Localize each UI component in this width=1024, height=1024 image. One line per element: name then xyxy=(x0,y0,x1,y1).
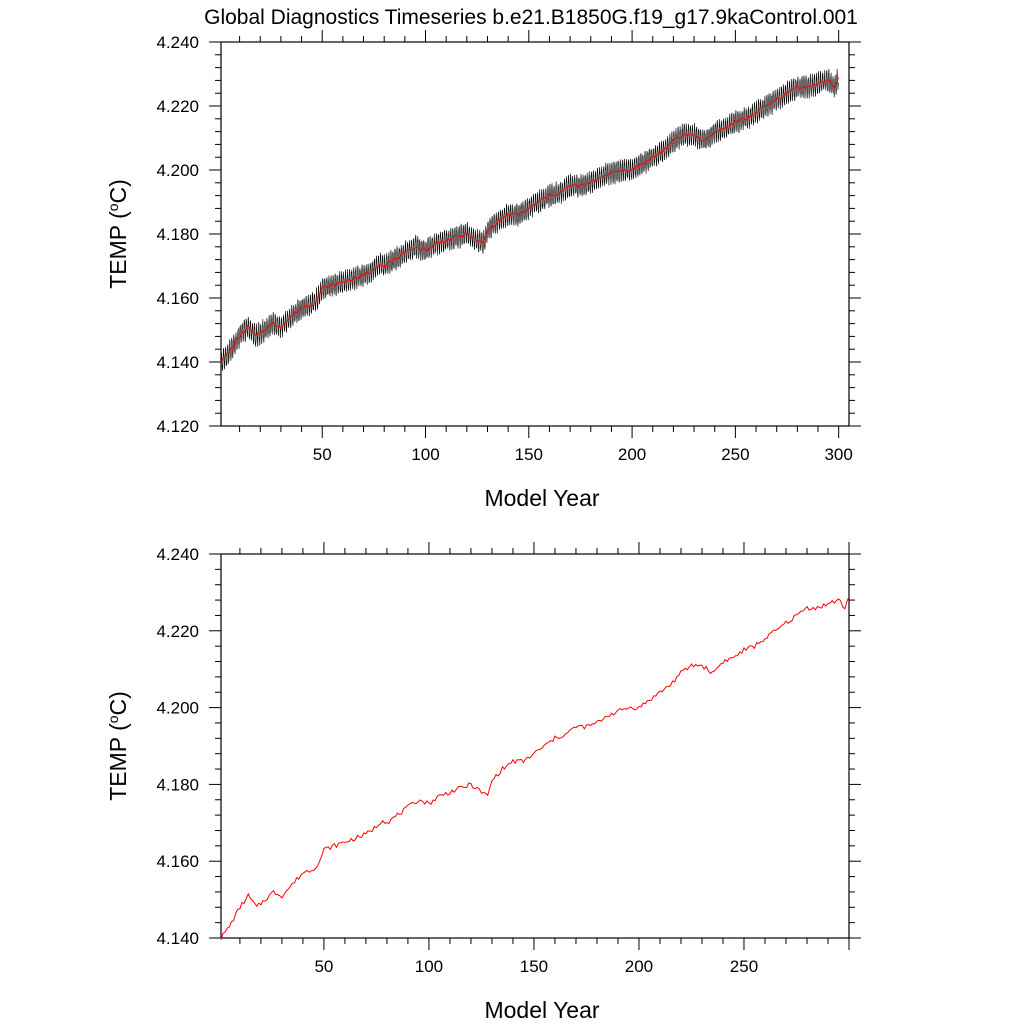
x-tick-label: 250 xyxy=(730,957,758,976)
y-axis-title-base: TEMP ( xyxy=(105,211,131,289)
y-tick-label: 4.140 xyxy=(156,353,199,372)
plot-frame xyxy=(220,553,850,939)
x-tick-label: 200 xyxy=(625,957,653,976)
y-tick-label: 4.200 xyxy=(156,161,199,180)
y-tick-label: 4.180 xyxy=(156,775,199,794)
y-tick-label: 4.240 xyxy=(156,33,199,52)
chart-title: Global Diagnostics Timeseries b.e21.B185… xyxy=(204,6,858,29)
x-tick-label: 200 xyxy=(618,445,646,464)
x-tick-label: 100 xyxy=(411,445,439,464)
x-axis-title: Model Year xyxy=(484,997,599,1023)
y-tick-label: 4.120 xyxy=(156,417,199,436)
x-tick-label: 250 xyxy=(721,445,749,464)
x-tick-label: 50 xyxy=(314,957,333,976)
y-axis-title-base: TEMP ( xyxy=(105,723,131,801)
top-panel: 4.120 4.140 4.160 4.180 4.200 4.220 4.240 50 100… xyxy=(105,30,861,511)
x-tick-label: 300 xyxy=(824,445,852,464)
y-tick-label: 4.160 xyxy=(156,289,199,308)
y-tick-label: 4.220 xyxy=(156,622,199,641)
series-annual-mean-line xyxy=(220,596,850,940)
y-tick-label: 4.200 xyxy=(156,699,199,718)
plot-frame xyxy=(220,41,850,427)
series-monthly-line xyxy=(220,68,839,371)
y-axis-title: TEMP (oC) xyxy=(105,691,131,801)
x-tick-label: 150 xyxy=(515,445,543,464)
y-tick-label: 4.240 xyxy=(156,545,199,564)
y-axis-title-unit: C) xyxy=(105,179,131,203)
series-annual-mean-line xyxy=(220,77,840,364)
x-tick-label: 50 xyxy=(313,445,332,464)
y-tick-label: 4.220 xyxy=(156,97,199,116)
x-tick-label: 150 xyxy=(520,957,548,976)
x-tick-label: 100 xyxy=(415,957,443,976)
y-axis-title-degree: o xyxy=(105,715,121,723)
y-tick-label: 4.160 xyxy=(156,852,199,871)
y-axis-title: TEMP (oC) xyxy=(105,179,131,289)
x-axis-title: Model Year xyxy=(484,485,599,511)
y-axis-title-unit: C) xyxy=(105,691,131,715)
bottom-panel: 4.140 4.160 4.180 4.200 4.220 4.240 50 100 150 20… xyxy=(105,542,861,1023)
y-tick-label: 4.180 xyxy=(156,225,199,244)
y-tick-label: 4.140 xyxy=(156,929,199,948)
y-axis-title-degree: o xyxy=(105,203,121,211)
